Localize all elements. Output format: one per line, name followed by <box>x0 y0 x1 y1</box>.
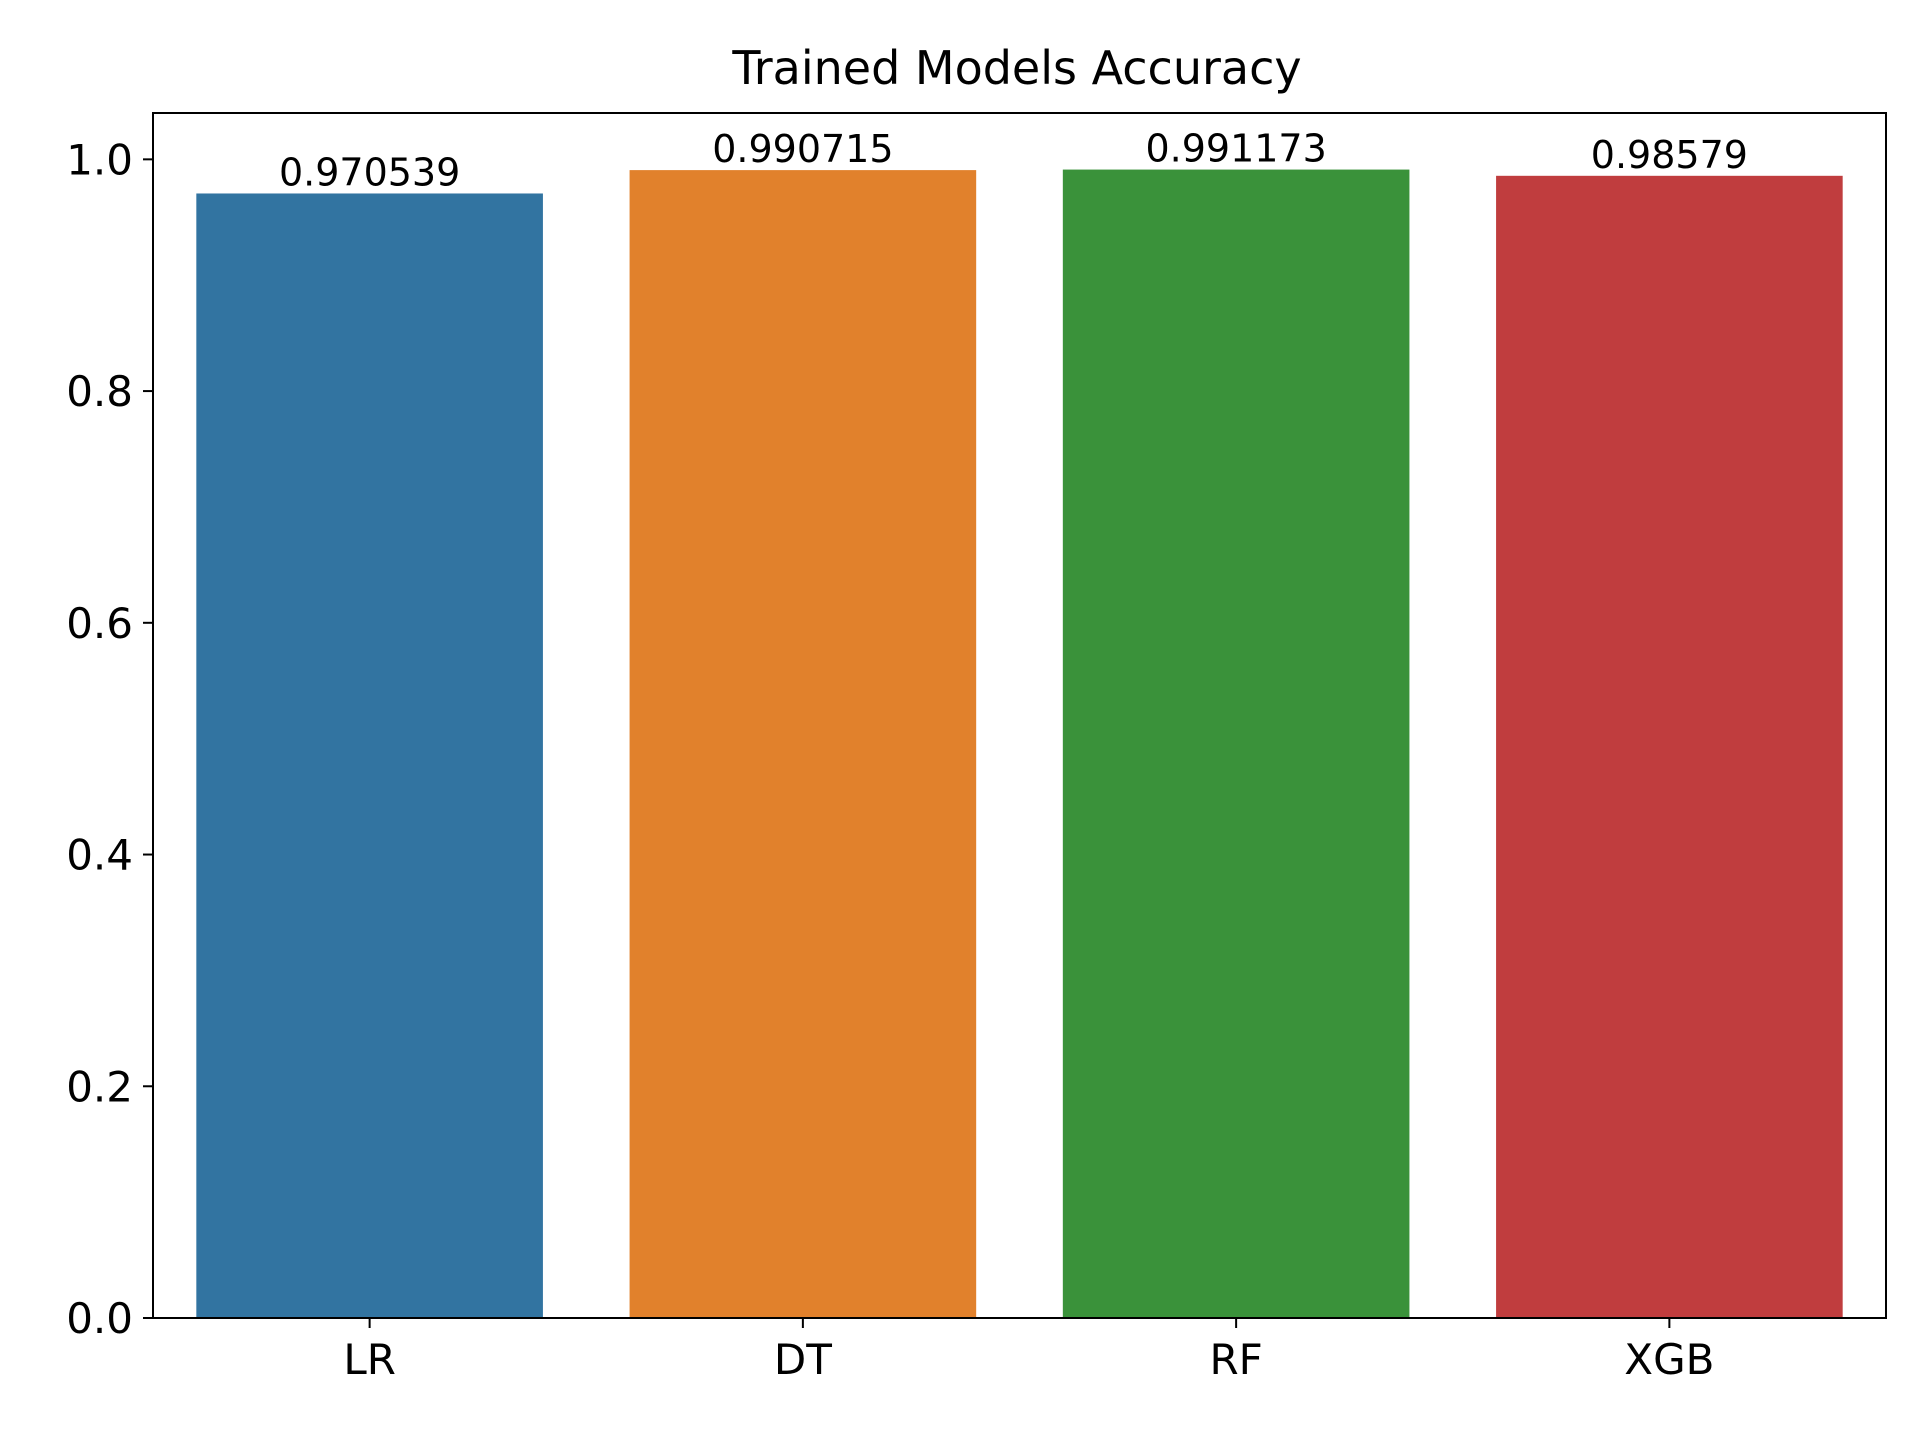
x-tick-label-rf: RF <box>1209 1335 1262 1384</box>
x-tick-label-xgb: XGB <box>1624 1335 1714 1384</box>
y-tick-label: 0.8 <box>66 367 133 416</box>
y-tick-label: 0.4 <box>66 831 133 880</box>
x-tick-label-dt: DT <box>774 1335 832 1384</box>
value-label-xgb: 0.98579 <box>1591 133 1748 177</box>
bar-dt <box>629 170 977 1318</box>
bars-layer <box>196 169 1843 1319</box>
value-label-dt: 0.990715 <box>712 127 893 171</box>
y-tick-label: 1.0 <box>66 135 133 184</box>
bar-rf <box>1062 169 1410 1318</box>
bar-lr <box>196 193 543 1319</box>
value-label-lr: 0.970539 <box>279 150 460 194</box>
x-axis: LR DT RF XGB <box>343 1318 1714 1384</box>
value-label-rf: 0.991173 <box>1145 127 1326 171</box>
x-tick-label-lr: LR <box>343 1335 396 1384</box>
y-tick-label: 0.2 <box>66 1062 133 1111</box>
y-tick-label: 0.6 <box>66 599 133 648</box>
bar-xgb <box>1496 175 1843 1318</box>
y-tick-label: 0.0 <box>66 1294 133 1343</box>
value-labels-layer: 0.970539 0.990715 0.991173 0.98579 <box>279 127 1748 195</box>
plot-frame <box>152 112 1887 1319</box>
y-axis: 0.0 0.2 0.4 0.6 0.8 1.0 <box>66 135 153 1343</box>
chart-title: Trained Models Accuracy <box>731 41 1301 95</box>
